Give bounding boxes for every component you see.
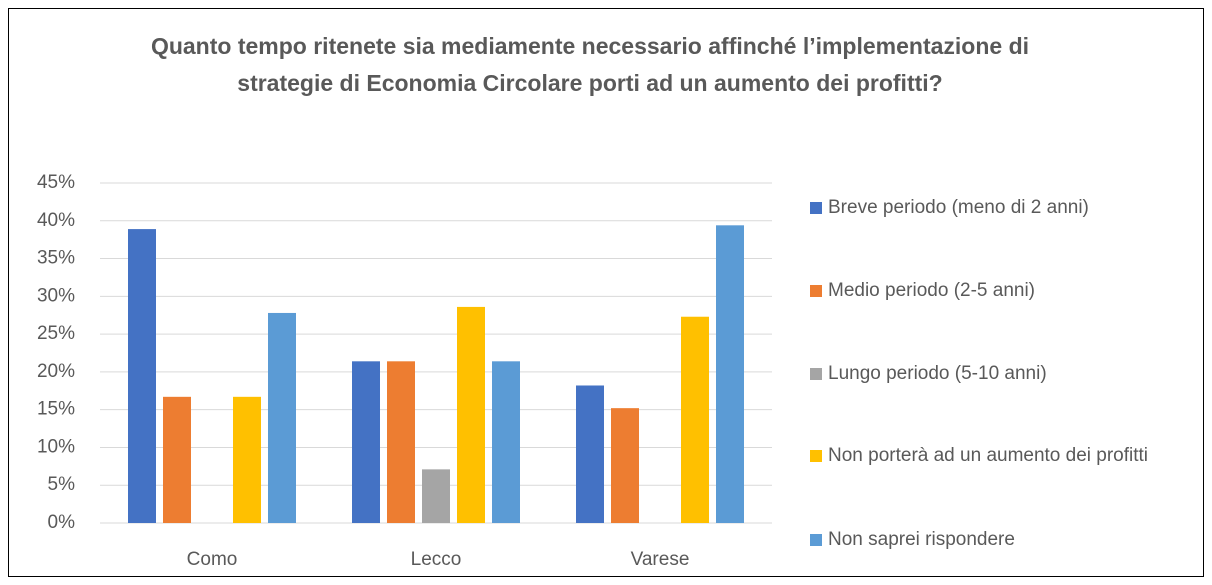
bar: [128, 229, 156, 524]
bar: [422, 469, 450, 523]
y-tick-label: 20%: [37, 361, 75, 382]
legend-swatch: [810, 202, 822, 214]
legend-entry: Breve periodo (meno di 2 anni): [810, 192, 1150, 224]
y-tick-label: 5%: [48, 474, 76, 495]
y-tick-label: 30%: [37, 285, 75, 306]
legend-entry: Lungo periodo (5-10 anni): [810, 358, 1150, 390]
y-tick-label: 35%: [37, 248, 75, 269]
bar: [387, 361, 415, 523]
bar: [681, 316, 709, 523]
legend-swatch: [810, 368, 822, 380]
legend-label: Lungo periodo (5-10 anni): [828, 363, 1047, 384]
legend-label: Non porterà ad un aumento dei profitti: [828, 445, 1149, 466]
legend-entry: Non saprei rispondere: [810, 524, 1150, 556]
bar: [611, 408, 639, 523]
y-tick-label: 25%: [37, 323, 75, 344]
chart-frame: [8, 8, 1204, 577]
legend-label: Medio periodo (2-5 anni): [828, 280, 1036, 301]
legend-swatch: [810, 534, 822, 546]
y-tick-label: 40%: [37, 210, 75, 231]
x-tick-label: Varese: [631, 549, 690, 570]
bar: [457, 306, 485, 523]
bar: [163, 396, 191, 523]
x-tick-label: Lecco: [411, 549, 462, 570]
bar: [268, 312, 296, 523]
x-tick-label: Como: [187, 549, 238, 570]
bar: [492, 361, 520, 523]
bar: [716, 225, 744, 524]
chart-title: Quanto tempo ritenete sia mediamente nec…: [150, 33, 1030, 96]
y-tick-label: 10%: [37, 436, 75, 457]
legend-swatch: [810, 285, 822, 297]
legend-label: Non saprei rispondere: [828, 529, 1015, 550]
legend-entry: Medio periodo (2-5 anni): [810, 275, 1150, 307]
y-tick-label: 15%: [37, 399, 75, 420]
bar: [352, 361, 380, 523]
legend-label: Breve periodo (meno di 2 anni): [828, 197, 1089, 218]
y-tick-label: 45%: [37, 172, 75, 193]
bar: [576, 385, 604, 523]
legend-swatch: [810, 450, 822, 462]
legend-entry: Non porterà ad un aumento dei profitti: [810, 440, 1150, 472]
bar: [233, 396, 261, 523]
y-tick-label: 0%: [48, 512, 76, 533]
